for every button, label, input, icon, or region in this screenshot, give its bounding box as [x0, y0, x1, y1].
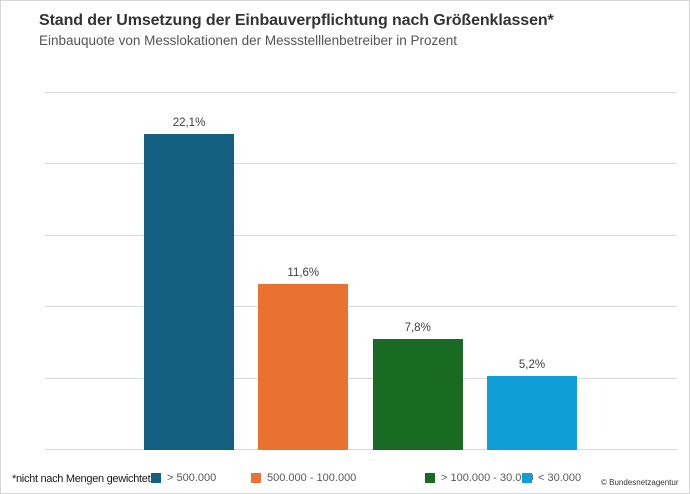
bar-value-label: 7,8%	[404, 321, 431, 334]
legend-swatch-icon	[522, 473, 532, 483]
legend-swatch-icon	[425, 473, 435, 483]
legend-swatch-icon	[251, 473, 261, 483]
legend-label: > 500.000	[167, 472, 217, 484]
gridline	[45, 92, 677, 93]
legend-label: 500.000 - 100.000	[267, 472, 357, 484]
bar-value-label: 5,2%	[518, 358, 546, 371]
legend-label: < 30.000	[538, 472, 582, 484]
gridline	[45, 449, 677, 450]
chart-footer: *nicht nach Mengen gewichtet > 500.000 50…	[1, 467, 689, 491]
bar-value-label: 22,1%	[172, 117, 206, 130]
chart-subtitle: Einbauquote von Messlokationen der Messs…	[39, 33, 457, 48]
legend-item: > 500.000	[151, 472, 216, 484]
footnote: *nicht nach Mengen gewichtet	[12, 473, 151, 485]
chart-title: Stand der Umsetzung der Einbauverpflicht…	[39, 12, 554, 29]
legend-label: > 100.000 - 30.000	[441, 472, 534, 484]
gridline	[45, 306, 677, 308]
bar-1	[144, 134, 234, 450]
bar-2	[258, 284, 349, 450]
gridline	[45, 163, 677, 165]
bar-4	[487, 375, 577, 450]
legend-item: < 30.000	[522, 472, 581, 484]
legend-item: > 100.000 - 30.000	[425, 472, 534, 484]
copyright: © Bundesnetzagentur	[601, 478, 679, 487]
bar-value-label: 11,6%	[287, 267, 320, 280]
plot-area: 22,1% 11,6% 7,8% 5,2%	[45, 92, 677, 450]
legend-swatch-icon	[151, 473, 161, 483]
gridline	[45, 234, 677, 236]
legend-item: 500.000 - 100.000	[251, 472, 356, 484]
gridline	[45, 377, 677, 379]
bar-3	[372, 338, 463, 450]
